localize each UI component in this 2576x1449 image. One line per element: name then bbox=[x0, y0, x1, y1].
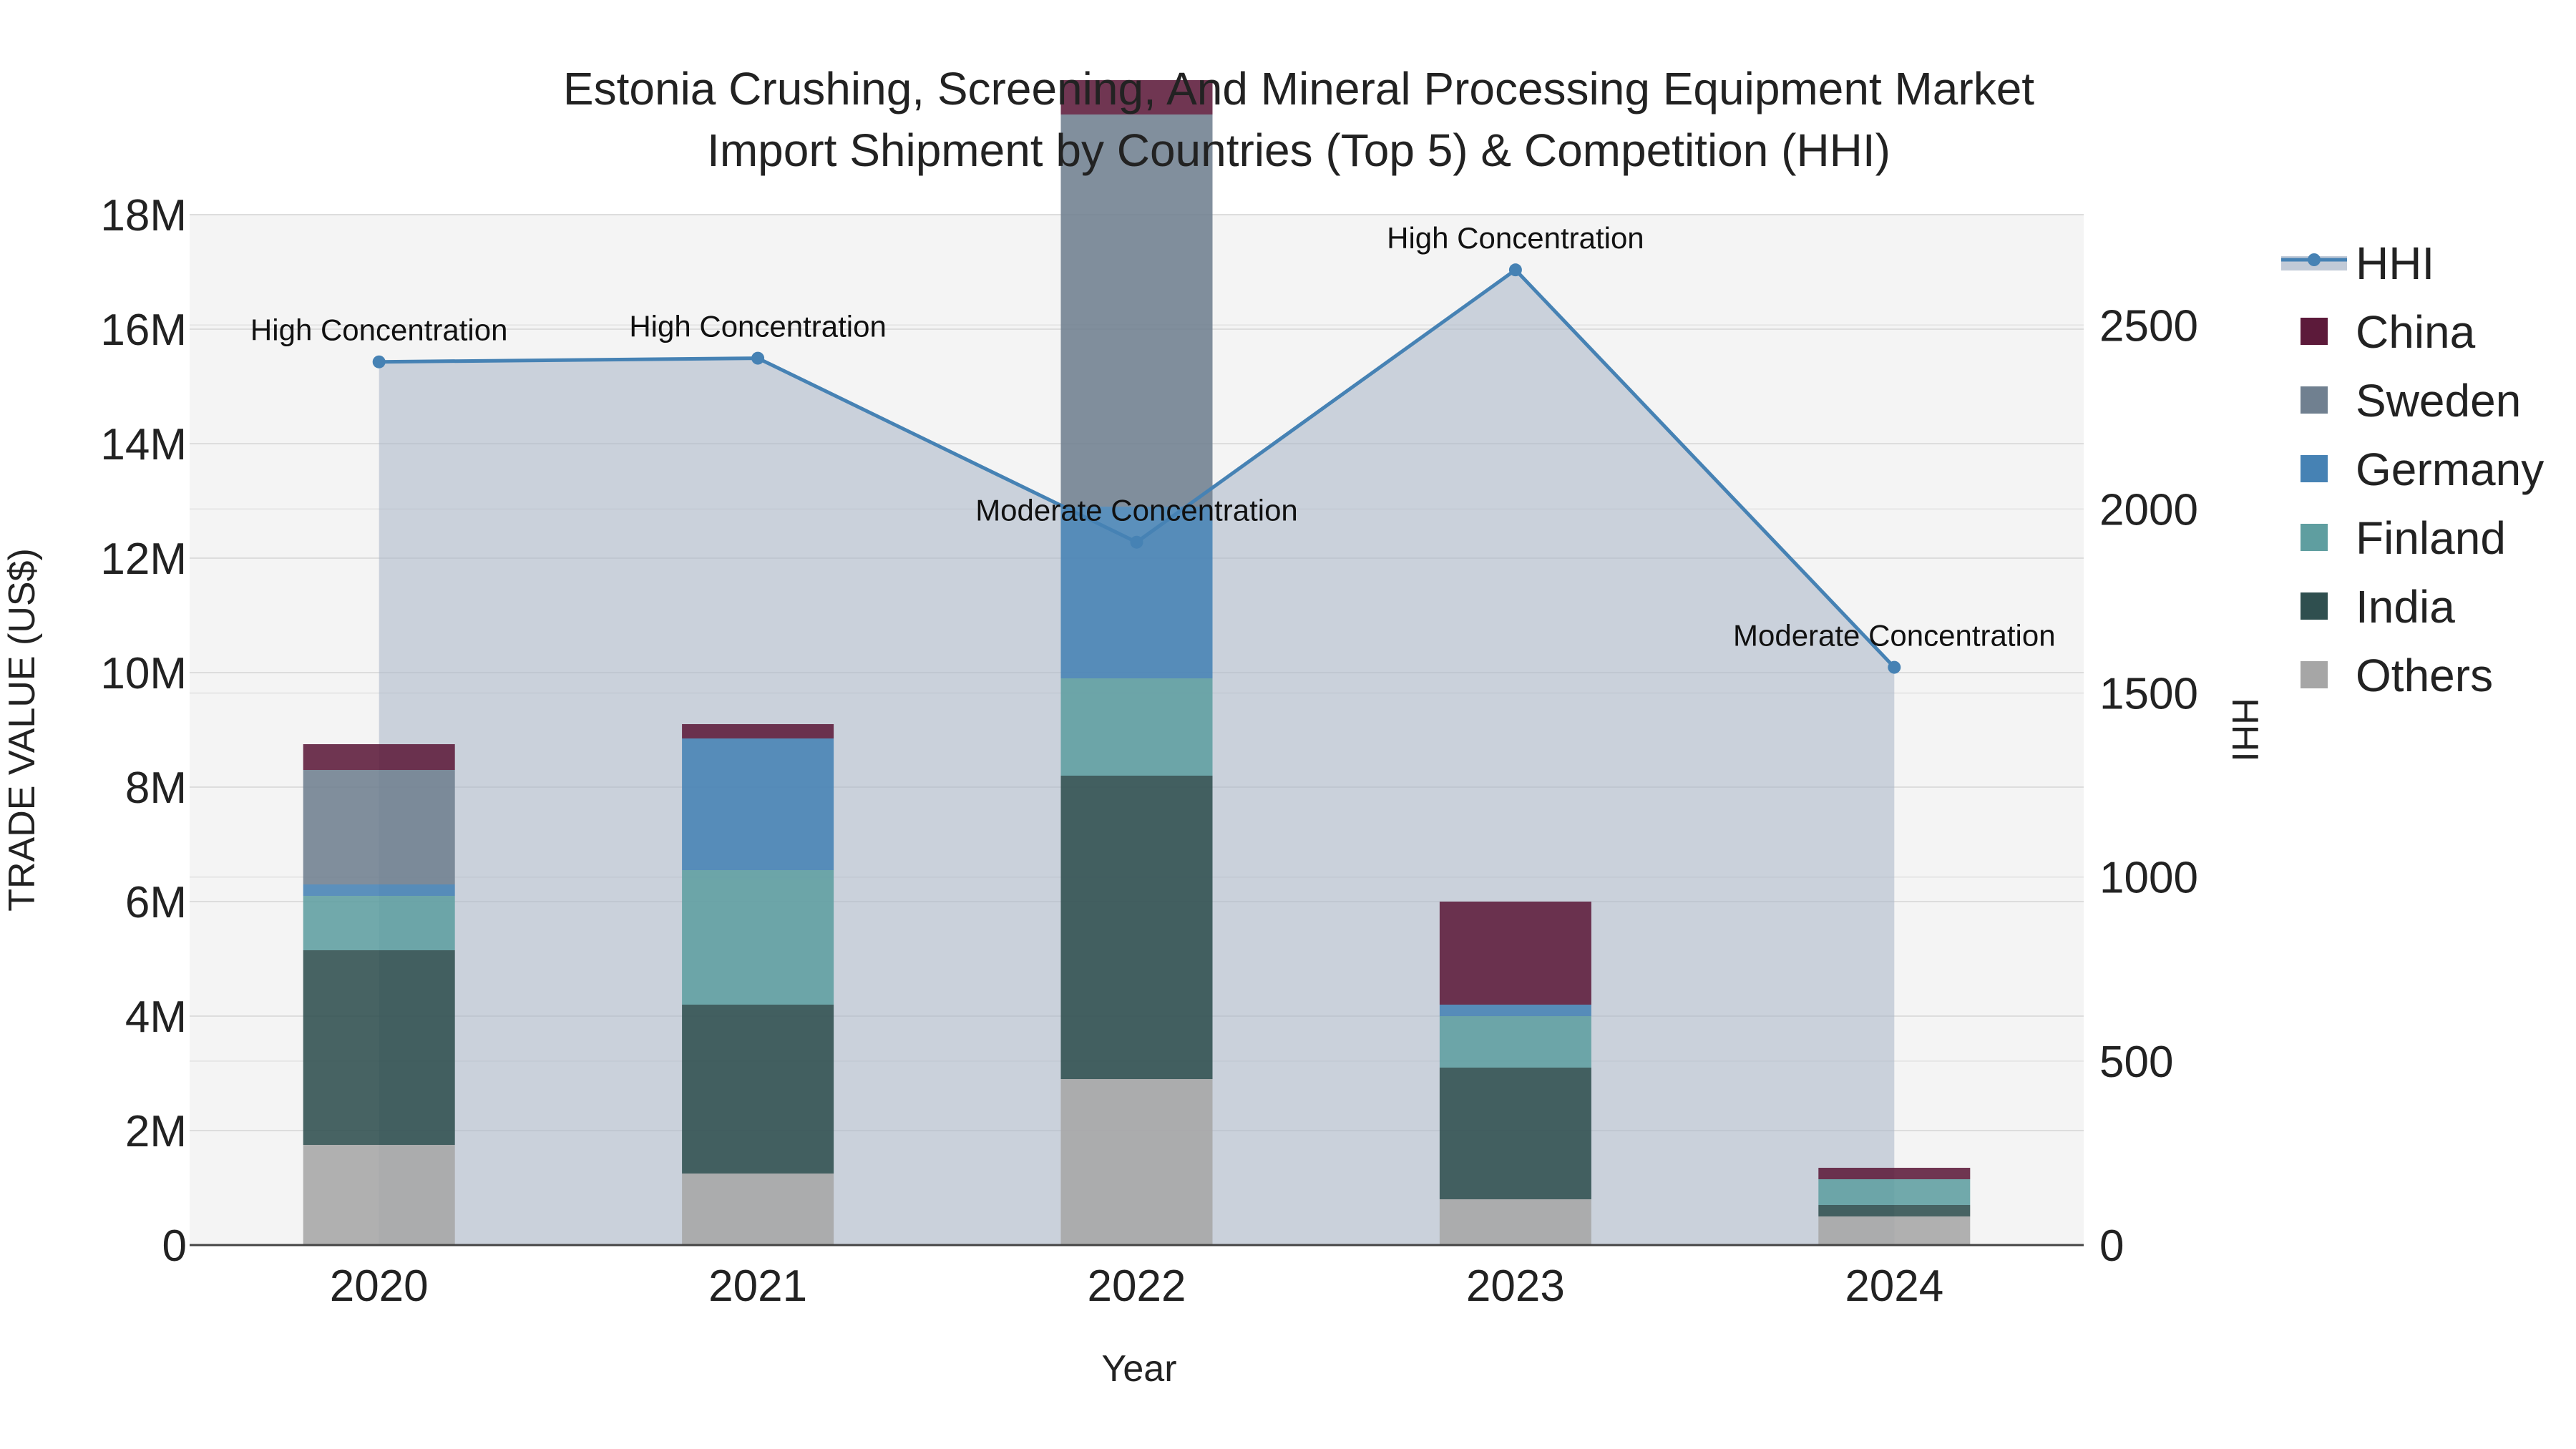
legend-germany-swatch bbox=[2301, 455, 2328, 482]
bar-germany-2022 bbox=[1060, 507, 1213, 678]
x-tick-label: 2020 bbox=[330, 1262, 429, 1311]
bar-germany-2020 bbox=[303, 884, 455, 896]
x-axis-ticks: 2020 2021 2022 2023 2024 bbox=[330, 1262, 1944, 1311]
y-tick-label: 4M bbox=[125, 992, 187, 1042]
bar-india-2020 bbox=[303, 950, 455, 1145]
bars bbox=[303, 80, 1971, 1245]
hhi-point-2020 bbox=[372, 355, 386, 369]
y-tick-label: 12M bbox=[100, 535, 187, 584]
legend-others-label: Others bbox=[2356, 650, 2493, 701]
bar-others-2024 bbox=[1818, 1216, 1971, 1245]
bar-india-2023 bbox=[1439, 1068, 1591, 1199]
x-tick-label: 2024 bbox=[1845, 1262, 1943, 1311]
hhi-annotation-2022: Moderate Concentration bbox=[975, 494, 1298, 527]
hhi-line bbox=[372, 263, 1901, 674]
bar-sweden-2022 bbox=[1060, 114, 1213, 507]
hhi-annotation-2023: High Concentration bbox=[1387, 221, 1644, 255]
chart-title-line2: Import Shipment by Countries (Top 5) & C… bbox=[707, 125, 1890, 176]
y-tick-label: 2M bbox=[125, 1107, 187, 1156]
bar-others-2022 bbox=[1060, 1079, 1213, 1245]
x-tick-label: 2021 bbox=[708, 1262, 807, 1311]
hhi-annotation-2024: Moderate Concentration bbox=[1733, 619, 2056, 653]
legend: HHI China Sweden Germany Finland India Others bbox=[2281, 238, 2544, 701]
x-tick-label: 2023 bbox=[1466, 1262, 1565, 1311]
bar-germany-2023 bbox=[1439, 1005, 1591, 1016]
y-axis-title: TRADE VALUE (US$) bbox=[1, 548, 43, 912]
bar-india-2021 bbox=[682, 1005, 834, 1174]
y-tick-label: 16M bbox=[100, 306, 187, 355]
legend-sweden-swatch bbox=[2301, 386, 2328, 414]
bar-finland-2022 bbox=[1060, 678, 1213, 776]
y2-tick-label: 2500 bbox=[2099, 301, 2198, 351]
hhi-annotation-2021: High Concentration bbox=[629, 310, 887, 343]
bar-india-2024 bbox=[1818, 1205, 1971, 1216]
bar-germany-2021 bbox=[682, 738, 834, 870]
y-tick-label: 0 bbox=[162, 1221, 187, 1271]
hhi-labels: High Concentration High Concentration Mode… bbox=[250, 221, 2056, 652]
y2-tick-label: 1000 bbox=[2099, 854, 2198, 903]
legend-finland-swatch bbox=[2301, 524, 2328, 551]
hhi-point-2021 bbox=[751, 351, 765, 365]
bar-china-2024 bbox=[1818, 1168, 1971, 1179]
legend-china-label: China bbox=[2356, 306, 2476, 358]
y-tick-label: 8M bbox=[125, 763, 187, 813]
legend-hhi-label: HHI bbox=[2356, 238, 2434, 289]
y2-tick-label: 0 bbox=[2099, 1221, 2124, 1271]
legend-sweden-label: Sweden bbox=[2356, 375, 2521, 426]
bar-others-2020 bbox=[303, 1145, 455, 1245]
bar-china-2022 bbox=[1060, 80, 1213, 114]
legend-hhi-swatch-marker bbox=[2308, 253, 2321, 266]
bar-india-2022 bbox=[1060, 776, 1213, 1079]
bar-finland-2020 bbox=[303, 896, 455, 950]
legend-india-label: India bbox=[2356, 581, 2455, 633]
bar-finland-2023 bbox=[1439, 1016, 1591, 1068]
y-tick-label: 18M bbox=[100, 191, 187, 240]
bar-sweden-2020 bbox=[303, 770, 455, 884]
hhi-annotation-2020: High Concentration bbox=[250, 313, 508, 347]
bar-china-2023 bbox=[1439, 902, 1591, 1005]
y-tick-label: 6M bbox=[125, 878, 187, 927]
legend-finland-label: Finland bbox=[2356, 512, 2506, 564]
y2-tick-label: 2000 bbox=[2099, 485, 2198, 535]
bar-others-2021 bbox=[682, 1174, 834, 1245]
legend-india-swatch bbox=[2301, 592, 2328, 620]
y2-tick-label: 500 bbox=[2099, 1038, 2173, 1087]
hhi-point-2024 bbox=[1888, 660, 1901, 674]
y2-tick-label: 1500 bbox=[2099, 670, 2198, 719]
legend-others-swatch bbox=[2301, 661, 2328, 688]
y-tick-label: 10M bbox=[100, 649, 187, 698]
legend-germany-label: Germany bbox=[2356, 444, 2544, 495]
bar-china-2020 bbox=[303, 744, 455, 770]
legend-china-swatch bbox=[2301, 318, 2328, 345]
hhi-point-2023 bbox=[1508, 263, 1522, 277]
x-axis-title: Year bbox=[1101, 1348, 1176, 1390]
bar-others-2023 bbox=[1439, 1199, 1591, 1245]
y-axis-ticks: 0 2M 4M 6M 8M 10M 12M 14M 16M 18M bbox=[100, 191, 187, 1271]
chart-title-line1: Estonia Crushing, Screening, And Mineral… bbox=[563, 63, 2034, 114]
bar-finland-2024 bbox=[1818, 1179, 1971, 1205]
y2-axis-title: HHI bbox=[2224, 698, 2265, 762]
y-tick-label: 14M bbox=[100, 420, 187, 469]
y2-axis-ticks: 0 500 1000 1500 2000 2500 bbox=[2099, 301, 2198, 1271]
bar-china-2021 bbox=[682, 724, 834, 738]
x-tick-label: 2022 bbox=[1088, 1262, 1186, 1311]
hhi-point-2022 bbox=[1130, 535, 1143, 549]
bar-finland-2021 bbox=[682, 870, 834, 1005]
